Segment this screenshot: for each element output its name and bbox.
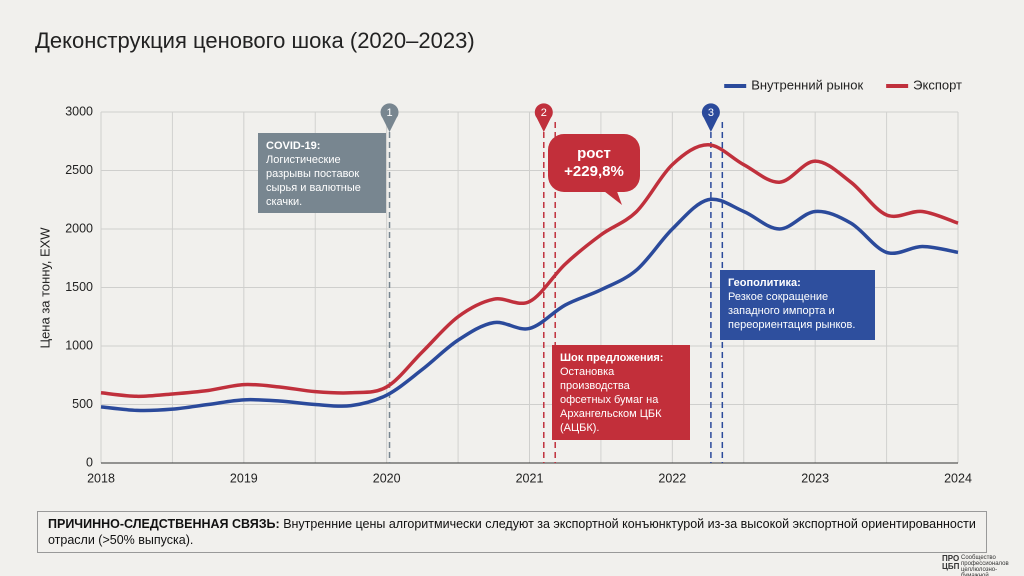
- series-line: [100, 197, 959, 413]
- footer: ПРИЧИННО-СЛЕДСТВЕННАЯ СВЯЗЬ: Внутренние …: [37, 511, 987, 553]
- annotation-growth: рост +229,8%: [548, 134, 640, 192]
- y-tick-label: 2500: [65, 163, 93, 177]
- x-tick-label: 2021: [516, 471, 544, 485]
- x-tick-label: 2020: [373, 471, 401, 485]
- x-tick-label: 2018: [87, 471, 115, 485]
- y-tick-label: 1500: [65, 280, 93, 294]
- annotation-text: +229,8%: [564, 163, 624, 180]
- x-tick-label: 2022: [658, 471, 686, 485]
- series-line: [100, 143, 959, 399]
- footer-bold: ПРИЧИННО-СЛЕДСТВЕННАЯ СВЯЗЬ:: [48, 517, 280, 531]
- logo-small: Сообщество профессионалов целлюлозно-бум…: [961, 555, 1009, 576]
- event-pin: [701, 103, 720, 132]
- y-tick-label: 0: [86, 455, 93, 469]
- x-tick-label: 2024: [944, 471, 972, 485]
- y-axis-label: Цена за тонну, EXW: [37, 227, 52, 349]
- annotation-text: Резкое сокращение западного импорта и пе…: [728, 291, 856, 331]
- annotation-geo: Геополитика: Резкое сокращение западного …: [720, 270, 875, 340]
- annotation-title: Шок предложения:: [560, 352, 664, 364]
- event-pin-label: 1: [386, 107, 392, 119]
- x-tick-label: 2023: [801, 471, 829, 485]
- annotation-title: COVID-19:: [266, 140, 321, 152]
- annotation-text: Остановка производства офсетных бумаг на…: [560, 366, 662, 434]
- annotation-covid: COVID-19: Логистические разрывы поставок …: [258, 133, 386, 213]
- event-pin-label: 3: [708, 107, 714, 119]
- event-pin: [534, 103, 553, 132]
- y-tick-label: 3000: [65, 104, 93, 118]
- y-tick-label: 500: [72, 397, 93, 411]
- footer-text: Внутренние цены алгоритмически следуют з…: [48, 517, 976, 547]
- chart-title: Деконструкция ценового шока (2020–2023): [35, 28, 475, 53]
- annotation-title: Геополитика:: [728, 277, 801, 289]
- y-tick-label: 1000: [65, 338, 93, 352]
- event-pin: [380, 103, 399, 132]
- annotation-title: рост: [577, 145, 611, 162]
- logo-big: ПРО ЦБП: [942, 554, 960, 571]
- annotation-text: Логистические разрывы поставок сырья и в…: [266, 154, 361, 208]
- legend-label: Внутренний рынок: [751, 77, 863, 92]
- legend-label: Экспорт: [913, 77, 962, 92]
- annotation-shock: Шок предложения: Остановка производства о…: [552, 345, 690, 440]
- x-tick-label: 2019: [230, 471, 258, 485]
- y-tick-label: 2000: [65, 221, 93, 235]
- event-pin-label: 2: [541, 107, 547, 119]
- logo: ПРО ЦБП Сообщество профессионалов целлюло…: [942, 554, 1022, 576]
